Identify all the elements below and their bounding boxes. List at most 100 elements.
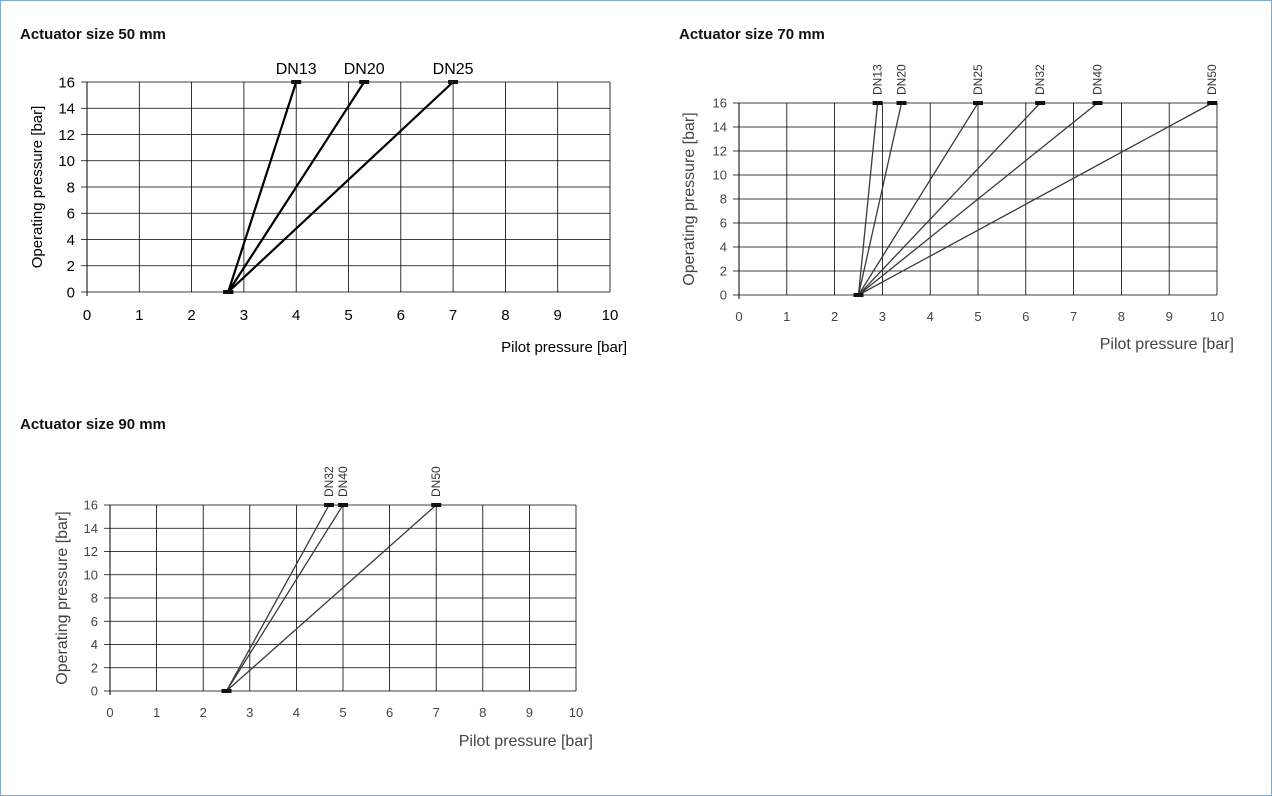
y-tick-label: 10 (713, 168, 727, 183)
series-label-dn40: DN40 (1091, 64, 1105, 95)
x-tick-label: 0 (106, 705, 113, 720)
y-tick-label: 4 (91, 637, 98, 652)
x-tick-label: 8 (479, 705, 486, 720)
series-endcap-dn32 (324, 503, 335, 507)
x-tick-label: 9 (1166, 309, 1173, 324)
series-label-dn32: DN32 (1033, 64, 1047, 95)
series-line-dn13 (227, 81, 298, 293)
y-tick-label: 0 (67, 284, 75, 301)
y-tick-label: 12 (58, 127, 75, 144)
y-tick-label: 10 (84, 567, 98, 582)
series-line-dn32 (225, 504, 330, 692)
y-tick-label: 2 (91, 660, 98, 675)
series-start-marker (221, 689, 232, 693)
series-label-dn20: DN20 (895, 64, 909, 95)
x-tick-label: 2 (200, 705, 207, 720)
x-tick-label: 10 (1210, 309, 1224, 324)
series-endcap-dn25 (448, 80, 459, 84)
y-axis-label: Operating pressure [bar] (29, 106, 46, 269)
x-tick-label: 4 (292, 307, 300, 324)
series-label-dn32: DN32 (322, 466, 336, 497)
x-tick-label: 9 (526, 705, 533, 720)
y-tick-label: 8 (91, 591, 98, 606)
y-tick-label: 0 (720, 288, 727, 303)
y-tick-label: 6 (91, 614, 98, 629)
series-endcap-dn20 (896, 101, 907, 105)
x-tick-label: 8 (1118, 309, 1125, 324)
x-axis-label: Pilot pressure [bar] (1100, 336, 1234, 353)
x-tick-label: 6 (397, 307, 405, 324)
x-tick-label: 1 (783, 309, 790, 324)
y-tick-label: 2 (67, 258, 75, 275)
series-line-dn50 (226, 504, 437, 692)
y-tick-label: 14 (713, 120, 727, 135)
series-line-dn40 (858, 102, 1098, 296)
series-label-dn50: DN50 (429, 466, 443, 497)
series-label-dn25: DN25 (433, 61, 474, 78)
series-label-dn13: DN13 (871, 64, 885, 95)
x-tick-label: 4 (927, 309, 934, 324)
series-endcap-dn40 (1092, 101, 1103, 105)
y-tick-label: 14 (84, 521, 98, 536)
series-line-dn32 (858, 102, 1041, 296)
y-tick-label: 6 (67, 206, 75, 223)
x-tick-label: 6 (1022, 309, 1029, 324)
x-tick-label: 1 (153, 705, 160, 720)
series-start-marker (223, 290, 234, 294)
x-tick-label: 4 (293, 705, 300, 720)
x-tick-label: 7 (1070, 309, 1077, 324)
y-tick-label: 16 (713, 96, 727, 111)
series-endcap-dn32 (1035, 101, 1046, 105)
x-tick-label: 5 (344, 307, 352, 324)
x-tick-label: 0 (735, 309, 742, 324)
series-label-dn50: DN50 (1205, 64, 1219, 95)
x-tick-label: 3 (240, 307, 248, 324)
y-tick-label: 16 (84, 498, 98, 513)
y-axis-label: Operating pressure [bar] (681, 112, 698, 285)
chart-title-50mm: Actuator size 50 mm (20, 26, 166, 43)
y-tick-label: 14 (58, 101, 75, 118)
x-tick-label: 7 (433, 705, 440, 720)
x-tick-label: 7 (449, 307, 457, 324)
series-endcap-dn25 (973, 101, 983, 105)
y-tick-label: 4 (720, 240, 727, 255)
series-endcap-dn20 (359, 80, 370, 84)
x-tick-label: 0 (83, 307, 91, 324)
series-label-dn13: DN13 (276, 61, 317, 78)
y-tick-label: 8 (720, 192, 727, 207)
x-axis-label: Pilot pressure [bar] (501, 339, 627, 356)
x-tick-label: 1 (135, 307, 143, 324)
y-tick-label: 10 (58, 153, 75, 170)
x-tick-label: 2 (187, 307, 195, 324)
x-axis-label: Pilot pressure [bar] (459, 733, 593, 750)
series-line-dn25 (857, 102, 979, 296)
x-tick-label: 3 (879, 309, 886, 324)
series-line-dn20 (227, 81, 366, 293)
series-endcap-dn13 (291, 80, 302, 84)
series-line-dn50 (858, 102, 1213, 296)
chart-title-70mm: Actuator size 70 mm (679, 26, 825, 43)
series-label-dn25: DN25 (971, 64, 985, 95)
series-line-dn20 (857, 102, 903, 296)
series-label-dn40: DN40 (336, 466, 350, 497)
chart-title-90mm: Actuator size 90 mm (20, 416, 166, 433)
series-line-dn40 (225, 504, 344, 692)
series-line-dn25 (227, 81, 454, 293)
y-tick-label: 4 (67, 232, 75, 249)
series-line-dn13 (857, 102, 879, 296)
y-tick-label: 8 (67, 179, 75, 196)
series-start-marker (853, 293, 864, 297)
series-endcap-dn50 (431, 503, 442, 507)
x-tick-label: 10 (602, 307, 619, 324)
series-endcap-dn13 (872, 101, 883, 105)
x-tick-label: 5 (339, 705, 346, 720)
y-tick-label: 2 (720, 264, 727, 279)
x-tick-label: 3 (246, 705, 253, 720)
series-endcap-dn40 (338, 503, 348, 507)
x-tick-label: 2 (831, 309, 838, 324)
x-tick-label: 6 (386, 705, 393, 720)
x-tick-label: 5 (974, 309, 981, 324)
